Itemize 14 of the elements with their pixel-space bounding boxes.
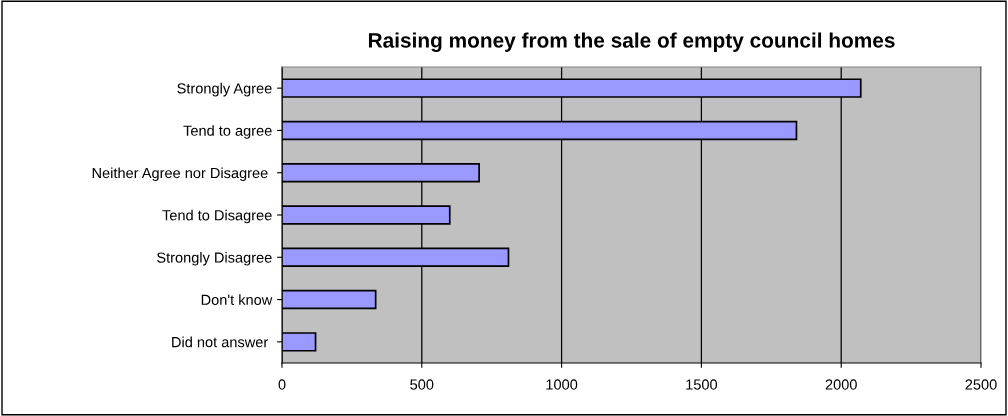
x-tick-label: 0 (278, 379, 286, 390)
y-tick-label: Don't know (201, 294, 273, 305)
x-tick-label: 500 (410, 379, 434, 390)
x-tick-label: 1500 (686, 379, 718, 390)
x-tick-label: 1000 (546, 379, 578, 390)
y-tick-label: Tend to Disagree (162, 209, 272, 224)
y-tick-label: Did not answer (172, 336, 268, 348)
y-tick-label: Neither Agree nor Disagree (92, 167, 268, 182)
x-tick-label: 2000 (825, 379, 857, 390)
y-tick-label: Tend to agree (183, 125, 272, 139)
x-tick-label: 2500 (965, 379, 997, 390)
y-tick-label: Strongly Agree (177, 82, 272, 97)
chart-title: Raising money from the sale of empty council homes (368, 32, 895, 52)
y-tick-label: Strongly Disagree (157, 252, 272, 266)
